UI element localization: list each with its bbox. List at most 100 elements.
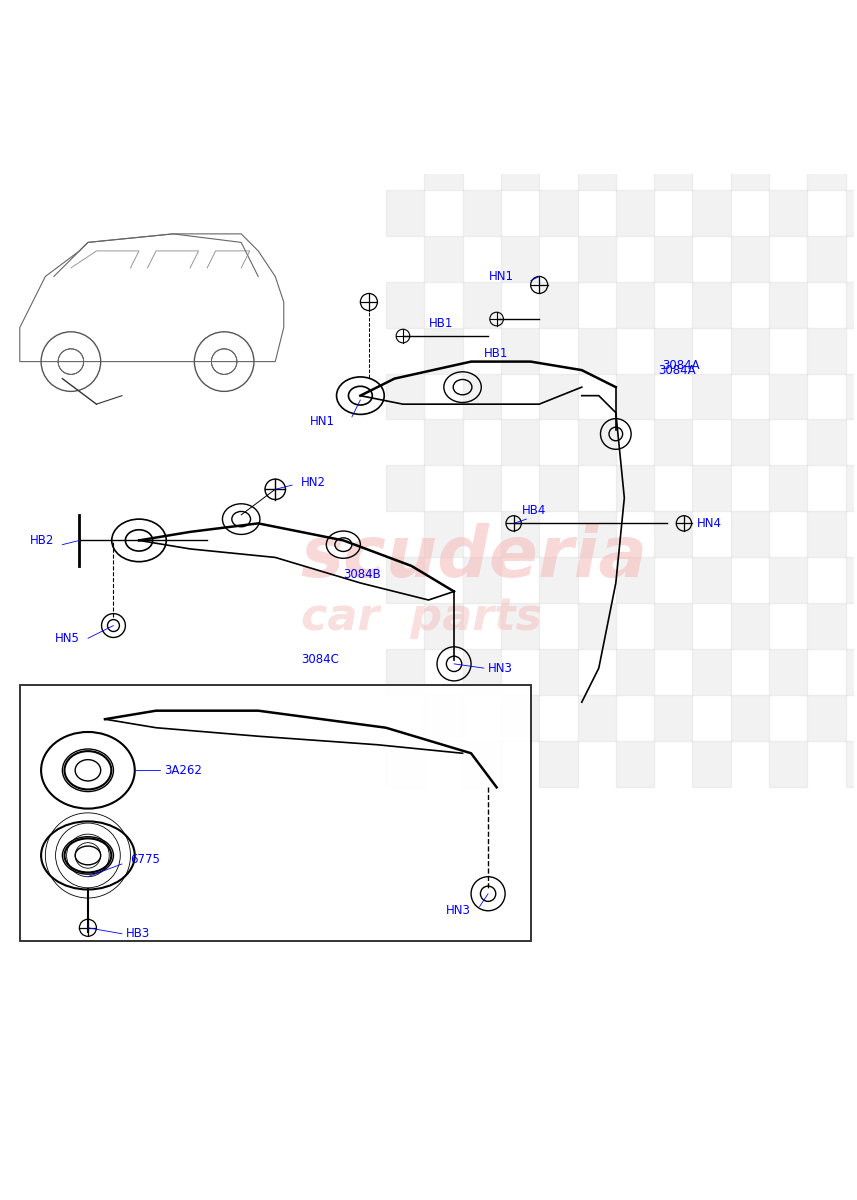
Bar <box>578 235 616 282</box>
Bar <box>616 6 654 52</box>
Bar <box>731 144 769 190</box>
Text: HN2: HN2 <box>301 476 326 490</box>
Text: car  parts: car parts <box>301 595 542 638</box>
Bar <box>500 52 539 97</box>
Bar <box>807 235 846 282</box>
Bar <box>769 742 807 787</box>
Bar <box>654 420 692 466</box>
Bar <box>539 373 578 420</box>
Bar <box>692 190 731 235</box>
Bar <box>769 282 807 328</box>
Bar <box>846 373 857 420</box>
Bar <box>539 97 578 144</box>
Bar <box>846 282 857 328</box>
Text: HB1: HB1 <box>428 317 452 330</box>
Bar <box>807 144 846 190</box>
Bar <box>846 466 857 511</box>
Bar <box>692 97 731 144</box>
Bar <box>539 742 578 787</box>
Text: 3084A: 3084A <box>662 359 700 372</box>
Bar <box>578 328 616 373</box>
Bar <box>386 649 424 695</box>
Bar <box>20 685 530 941</box>
Bar <box>539 190 578 235</box>
Bar <box>731 235 769 282</box>
Bar <box>386 558 424 604</box>
Text: 3084C: 3084C <box>301 653 339 666</box>
Bar <box>769 649 807 695</box>
Bar <box>386 6 424 52</box>
Bar <box>616 373 654 420</box>
Bar <box>539 6 578 52</box>
Bar <box>692 282 731 328</box>
Bar <box>807 511 846 558</box>
Bar <box>463 466 500 511</box>
Bar <box>654 695 692 742</box>
Bar <box>539 282 578 328</box>
Text: 3A262: 3A262 <box>165 763 202 776</box>
Bar <box>616 558 654 604</box>
Text: HB4: HB4 <box>522 504 547 517</box>
Bar <box>424 52 463 97</box>
Bar <box>654 144 692 190</box>
Bar <box>846 742 857 787</box>
Bar <box>692 649 731 695</box>
Bar <box>578 604 616 649</box>
Text: HB1: HB1 <box>484 347 508 360</box>
Text: HB2: HB2 <box>29 534 54 547</box>
Bar <box>424 328 463 373</box>
Bar <box>463 97 500 144</box>
Bar <box>500 604 539 649</box>
Bar <box>424 235 463 282</box>
Bar <box>463 190 500 235</box>
Text: 3084B: 3084B <box>344 568 381 581</box>
Bar <box>578 420 616 466</box>
Bar <box>692 558 731 604</box>
Text: HN5: HN5 <box>55 632 80 644</box>
Bar <box>424 695 463 742</box>
Bar <box>807 420 846 466</box>
Bar <box>769 373 807 420</box>
Bar <box>616 742 654 787</box>
Bar <box>769 466 807 511</box>
Bar <box>500 511 539 558</box>
Bar <box>807 604 846 649</box>
Bar <box>616 466 654 511</box>
Bar <box>539 649 578 695</box>
Bar <box>463 373 500 420</box>
Bar <box>846 558 857 604</box>
Bar <box>807 52 846 97</box>
Bar <box>654 52 692 97</box>
Bar <box>692 742 731 787</box>
Text: HN1: HN1 <box>488 270 513 283</box>
Bar <box>731 695 769 742</box>
Text: scuderia: scuderia <box>301 523 648 592</box>
Bar <box>463 742 500 787</box>
Bar <box>578 144 616 190</box>
Bar <box>846 190 857 235</box>
Bar <box>500 235 539 282</box>
Bar <box>731 420 769 466</box>
Text: HN3: HN3 <box>446 905 470 917</box>
Bar <box>386 282 424 328</box>
Bar <box>731 328 769 373</box>
Bar <box>616 282 654 328</box>
Bar <box>386 190 424 235</box>
Bar <box>386 742 424 787</box>
Bar <box>20 685 530 941</box>
Bar <box>731 52 769 97</box>
Bar <box>654 328 692 373</box>
Bar <box>463 282 500 328</box>
Bar <box>424 511 463 558</box>
Bar <box>616 190 654 235</box>
Bar <box>846 6 857 52</box>
Bar <box>539 558 578 604</box>
Bar <box>731 511 769 558</box>
Bar <box>654 511 692 558</box>
Bar <box>769 558 807 604</box>
Bar <box>500 328 539 373</box>
Bar <box>500 144 539 190</box>
Bar <box>616 97 654 144</box>
Bar <box>539 466 578 511</box>
Bar <box>692 6 731 52</box>
